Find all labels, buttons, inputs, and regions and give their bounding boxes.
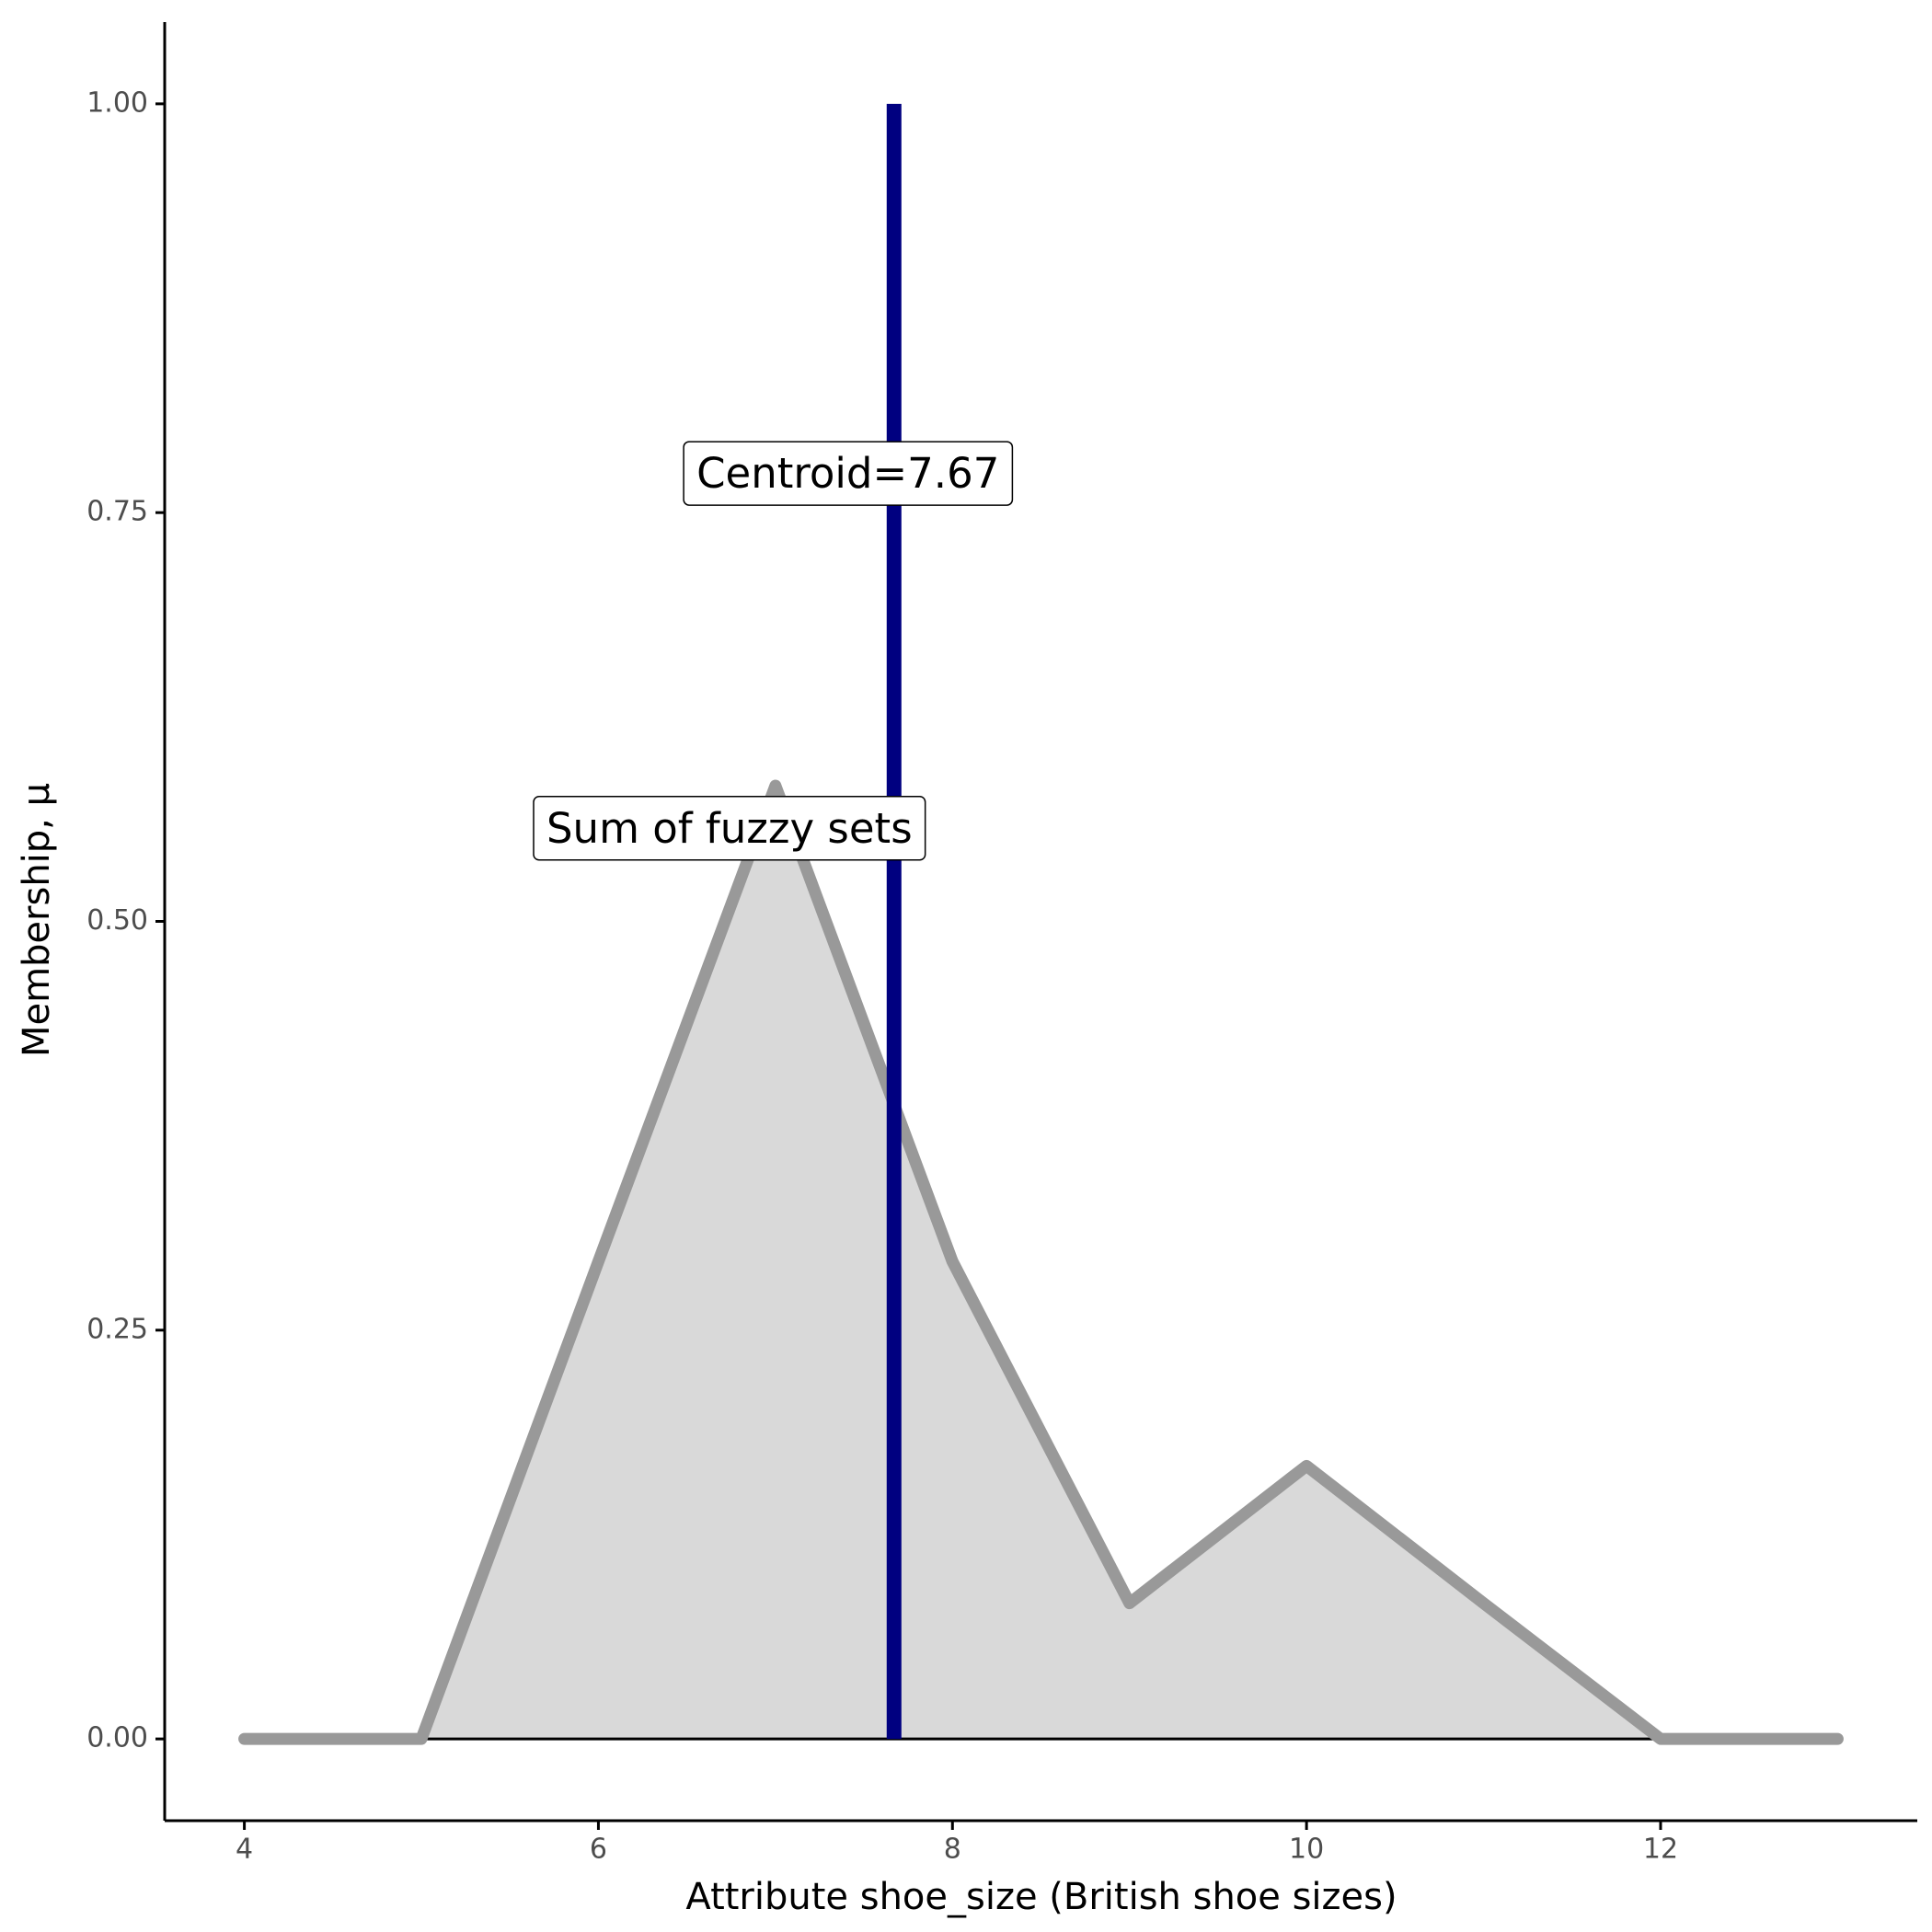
series-label: Sum of fuzzy sets: [546, 804, 913, 853]
x-tick-label: 10: [1289, 1834, 1324, 1866]
line: [238, 779, 1844, 1745]
y-tick-label: 0.25: [86, 1313, 148, 1345]
x-axis-title: Attribute shoe_size (British shoe sizes): [685, 1876, 1397, 1918]
y-tick-label: 0.00: [86, 1722, 148, 1754]
centroid-label-box: [683, 441, 1014, 506]
x-tick-label: 6: [590, 1834, 607, 1866]
x-tick-label: 8: [944, 1834, 961, 1866]
y-tick-label: 0.75: [86, 496, 148, 528]
y-tick-label: 0.50: [86, 904, 148, 937]
series-label-box: [533, 796, 926, 861]
x-tick-label: 12: [1643, 1834, 1678, 1866]
y-tick-label: 1.00: [86, 86, 148, 119]
area: [244, 785, 1838, 1740]
y-axis-title: Membership, μ: [16, 783, 58, 1057]
centroid-label: Centroid=7.67: [696, 449, 999, 498]
x-tick-label: 4: [236, 1834, 253, 1866]
